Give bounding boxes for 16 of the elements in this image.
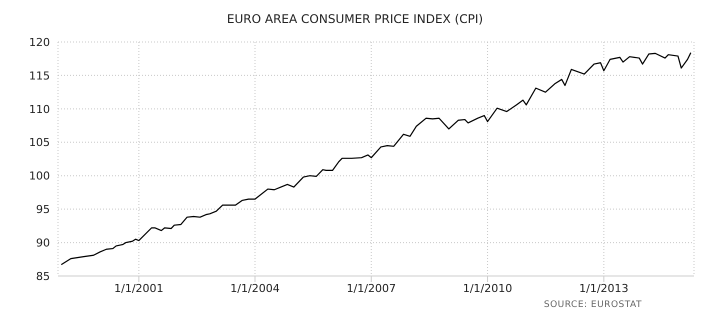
y-tick-label: 90 <box>36 236 50 250</box>
x-tick-label: 1/1/2013 <box>579 282 629 295</box>
y-tick-label: 100 <box>29 170 50 183</box>
chart-title: EURO AREA CONSUMER PRICE INDEX (CPI) <box>226 12 484 26</box>
y-tick-label: 105 <box>29 136 50 150</box>
y-tick-label: 110 <box>29 102 50 116</box>
y-tick-label: 120 <box>29 36 50 49</box>
y-tick-label: 95 <box>36 203 50 216</box>
x-tick-label: 1/1/2004 <box>230 282 280 295</box>
x-tick-label: 1/1/2007 <box>346 282 396 295</box>
x-tick-label: 1/1/2001 <box>114 282 164 295</box>
source-note: SOURCE: EUROSTAT <box>544 300 642 310</box>
y-tick-label: 115 <box>29 69 50 82</box>
x-tick-label: 1/1/2010 <box>462 282 512 295</box>
y-tick-label: 85 <box>36 270 50 283</box>
line-series <box>60 52 692 266</box>
